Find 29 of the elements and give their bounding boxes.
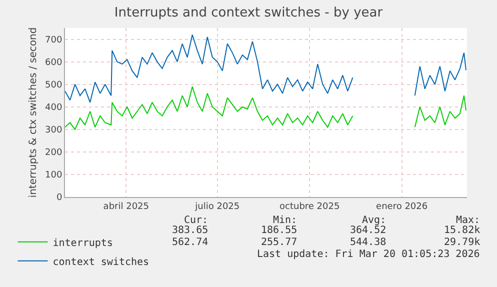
y-tick-label: 700 xyxy=(45,35,62,46)
text: 562.74 xyxy=(172,237,208,248)
text: Max: xyxy=(456,215,480,226)
text: Last update: Fri Mar 20 01:05:23 2026 xyxy=(257,249,480,260)
y-tick-label: 100 xyxy=(45,170,62,181)
y-tick-label: 400 xyxy=(45,103,62,114)
text: 186.55 xyxy=(261,225,298,236)
y-tick-label: 0 xyxy=(56,193,62,204)
x-tick-label: octubre 2025 xyxy=(280,202,340,212)
text: 383.65 xyxy=(172,225,208,236)
x-tick-label: enero 2026 xyxy=(376,202,428,212)
text: Avg: xyxy=(362,215,386,226)
text: Cur: xyxy=(184,215,208,226)
y-axis-title: interrupts & ctx switches / second xyxy=(28,27,40,198)
x-tick-label: julio 2025 xyxy=(194,202,240,212)
text: 255.77 xyxy=(261,237,298,248)
y-tick-label: 600 xyxy=(45,58,62,68)
text: Min: xyxy=(273,215,298,226)
chart-title: Interrupts and context switches - by year xyxy=(114,5,384,20)
text: 544.38 xyxy=(350,237,386,248)
text: 29.79k xyxy=(444,237,480,248)
y-tick-label: 200 xyxy=(45,148,62,158)
y-tick-label: 300 xyxy=(45,126,62,136)
text: 364.52 xyxy=(350,225,386,236)
legend-label: interrupts xyxy=(52,238,113,249)
y-tick-label: 500 xyxy=(45,80,62,90)
legend-label: context switches xyxy=(52,256,150,268)
text: 15.82k xyxy=(444,225,480,236)
x-tick-label: abril 2025 xyxy=(103,202,149,212)
